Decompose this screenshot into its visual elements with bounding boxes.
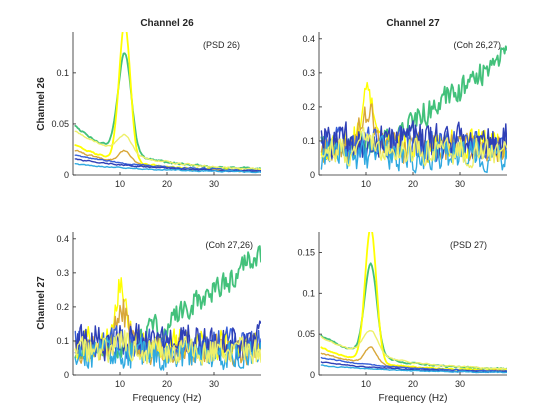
x-tick-label: 30 (209, 379, 219, 389)
y-tick-label: 0.2 (56, 302, 69, 312)
y-axis-label: Channel 26 (36, 77, 47, 131)
y-tick-label: 0.4 (56, 234, 69, 244)
panel-psd-27: Frequency (Hz) (PSD 27) 10 20 30 0 0.05 0.1 0.… (297, 232, 507, 404)
y-tick-label: 0.1 (56, 68, 69, 78)
x-tick-label: 10 (115, 179, 125, 189)
x-tick-label: 10 (361, 379, 371, 389)
y-tick-label: 0.3 (302, 68, 315, 78)
x-tick-label: 30 (455, 179, 465, 189)
series-line (320, 330, 507, 371)
x-tick-label: 20 (162, 379, 172, 389)
y-tick-label: 0.05 (297, 329, 315, 339)
panel-title: Channel 27 (386, 18, 440, 29)
y-tick-label: 0.4 (302, 34, 315, 44)
panel-title: Channel 26 (140, 18, 194, 29)
series-group (74, 245, 261, 371)
y-tick-label: 0.2 (302, 102, 315, 112)
y-axis-label: Channel 27 (36, 276, 47, 330)
y-tick-label: 0.1 (302, 288, 315, 298)
x-tick-label: 10 (115, 379, 125, 389)
panel-annotation: (PSD 27) (450, 240, 487, 250)
series-line (74, 130, 261, 170)
series-line (74, 163, 261, 174)
series-line (320, 232, 507, 372)
panel-annotation: (Coh 26,27) (453, 40, 501, 50)
panel-psd-26: Channel 26 Channel 26 (PSD 26) 10 20 30 0 0.… (36, 18, 261, 189)
x-tick-label: 20 (408, 379, 418, 389)
panel-coh-27-26: Channel 27 Frequency (Hz) (Coh 27,26) 10… (36, 232, 261, 404)
x-tick-label: 20 (408, 179, 418, 189)
x-axis-label: Frequency (Hz) (133, 393, 202, 404)
series-line (320, 364, 507, 374)
panel-annotation: (PSD 26) (203, 40, 240, 50)
x-tick-label: 10 (361, 179, 371, 189)
series-line (320, 127, 507, 169)
series-group (320, 45, 507, 174)
panel-coh-26-27: Channel 27 (Coh 26,27) 10 20 30 0 0.1 0.2 0.3 0… (302, 18, 507, 189)
y-tick-label: 0 (64, 370, 69, 380)
x-tick-label: 20 (162, 179, 172, 189)
series-line (320, 135, 507, 174)
y-tick-label: 0.1 (56, 336, 69, 346)
series-group (74, 32, 261, 174)
y-tick-label: 0.05 (51, 119, 69, 129)
series-line (74, 330, 261, 366)
y-tick-label: 0.1 (302, 136, 315, 146)
y-tick-label: 0.3 (56, 268, 69, 278)
x-tick-label: 30 (209, 179, 219, 189)
panel-annotation: (Coh 27,26) (205, 240, 253, 250)
y-tick-label: 0 (310, 170, 315, 180)
x-axis-label: Frequency (Hz) (379, 393, 448, 404)
y-tick-label: 0 (310, 370, 315, 380)
y-tick-label: 0.15 (297, 247, 315, 257)
x-tick-label: 30 (455, 379, 465, 389)
y-tick-label: 0 (64, 170, 69, 180)
series-group (320, 232, 507, 374)
